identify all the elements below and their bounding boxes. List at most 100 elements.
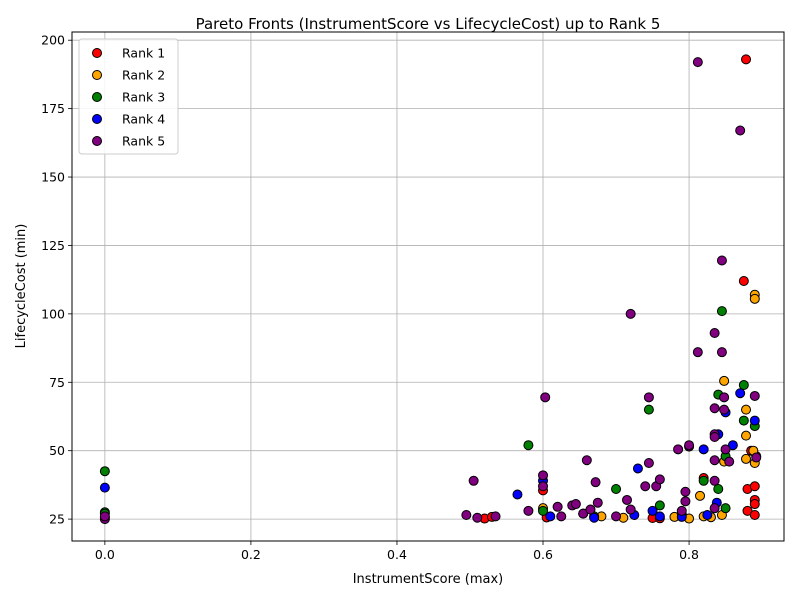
axis-ticks: 0.0 0.2 0.4 0.6 0.8 25 50 75 100 125 150 175 200: [41, 33, 699, 562]
data-point: [684, 440, 695, 451]
data-point: [643, 458, 654, 469]
data-point: [589, 512, 600, 523]
data-point: [749, 415, 760, 426]
data-point: [719, 404, 730, 415]
data-point: [698, 475, 709, 486]
data-point: [523, 440, 534, 451]
x-tick-label: 0.0: [95, 547, 115, 562]
data-point: [99, 511, 110, 522]
data-point: [719, 375, 730, 386]
data-point: [741, 54, 752, 65]
data-point: [716, 255, 727, 266]
x-tick-label: 0.8: [679, 547, 699, 562]
legend-label: Rank 2: [122, 68, 165, 83]
data-point: [632, 463, 643, 474]
data-point: [545, 511, 556, 522]
data-point: [654, 474, 665, 485]
data-point: [581, 455, 592, 466]
data-point: [680, 496, 691, 507]
data-point: [643, 404, 654, 415]
data-point: [647, 505, 658, 516]
y-tick-label: 175: [41, 101, 65, 116]
data-point: [654, 500, 665, 511]
data-point: [716, 306, 727, 317]
data-point: [749, 293, 760, 304]
data-point: [625, 308, 636, 319]
data-point: [640, 481, 651, 492]
data-point: [741, 430, 752, 441]
data-point: [611, 511, 622, 522]
data-point: [719, 392, 730, 403]
data-point: [713, 484, 724, 495]
data-point: [99, 482, 110, 493]
data-point: [716, 347, 727, 358]
data-point: [570, 499, 581, 510]
data-point: [461, 510, 472, 521]
data-point: [692, 347, 703, 358]
data-point: [621, 494, 632, 505]
y-tick-label: 50: [49, 443, 65, 458]
data-point: [490, 511, 501, 522]
data-point: [709, 432, 720, 443]
data-point: [741, 453, 752, 464]
data-point: [709, 455, 720, 466]
y-tick-label: 25: [49, 512, 65, 527]
data-point: [698, 444, 709, 455]
legend-label: Rank 3: [122, 90, 165, 105]
y-tick-label: 125: [41, 238, 65, 253]
data-point: [625, 504, 636, 515]
data-point: [538, 481, 549, 492]
data-point: [556, 511, 567, 522]
data-point: [538, 470, 549, 481]
data-point: [512, 489, 523, 500]
y-tick-label: 200: [41, 33, 65, 48]
data-point: [673, 444, 684, 455]
data-point: [552, 501, 563, 512]
data-point: [611, 484, 622, 495]
data-point: [472, 512, 483, 523]
data-point: [702, 510, 713, 521]
data-point: [680, 486, 691, 497]
grid-lines: [72, 32, 784, 541]
data-point: [751, 452, 762, 463]
data-point: [738, 380, 749, 391]
data-point: [709, 475, 720, 486]
data-points: [99, 54, 762, 525]
data-point: [738, 415, 749, 426]
data-point: [749, 390, 760, 401]
legend: Rank 1 Rank 2 Rank 3 Rank 4 Rank 5: [78, 38, 179, 155]
data-point: [720, 503, 731, 514]
data-point: [538, 505, 549, 516]
data-point: [692, 57, 703, 68]
data-point: [99, 466, 110, 477]
data-point: [749, 510, 760, 521]
series-rank-5: [99, 57, 762, 525]
data-point: [540, 392, 551, 403]
legend-marker: [92, 70, 102, 80]
data-point: [709, 503, 720, 514]
series-rank-2: [538, 289, 760, 524]
data-point: [592, 497, 603, 508]
data-point: [590, 477, 601, 488]
x-tick-label: 0.4: [387, 547, 407, 562]
data-point: [735, 125, 746, 136]
legend-marker: [92, 136, 102, 146]
legend-box: [78, 38, 179, 155]
plot-area-frame: [71, 31, 785, 542]
data-point: [695, 490, 706, 501]
x-tick-label: 0.2: [241, 547, 261, 562]
legend-marker: [92, 114, 102, 124]
legend-label: Rank 5: [122, 134, 165, 149]
legend-label: Rank 4: [122, 112, 165, 127]
y-tick-label: 100: [41, 306, 65, 321]
data-point: [749, 499, 760, 510]
data-point: [709, 328, 720, 339]
y-tick-label: 150: [41, 170, 65, 185]
data-point: [724, 456, 735, 467]
legend-marker: [92, 92, 102, 102]
data-point: [720, 444, 731, 455]
data-point: [643, 392, 654, 403]
data-point: [523, 505, 534, 516]
chart-title: Pareto Fronts (InstrumentScore vs Lifecy…: [196, 15, 661, 33]
